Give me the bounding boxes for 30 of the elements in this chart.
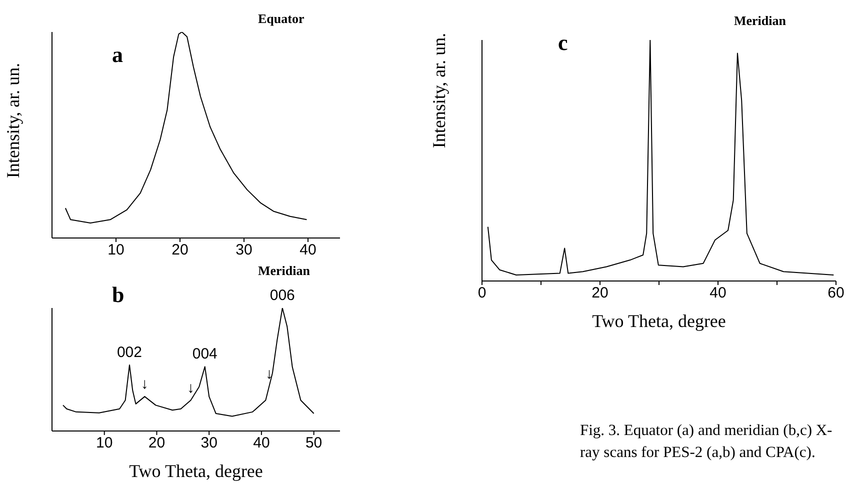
y-axis-title: Intensity, ar. un. [4, 62, 24, 178]
x-tick-label: 40 [300, 242, 316, 259]
text: b [112, 281, 124, 309]
annotation: ↓ [266, 366, 274, 383]
x-tick-label: 30 [200, 434, 218, 452]
annotation: 006 [270, 287, 295, 304]
caption: Fig. 3. Equator (a) and meridian (b,c) X-ray scans for PES-2 (a,b) and CPA(c). [580, 421, 834, 463]
x-tick-label: 30 [236, 242, 252, 259]
annotation: c [558, 29, 568, 57]
x-tick-label: 10 [108, 242, 124, 259]
x-axis-title: Two Theta, degree [592, 311, 726, 331]
x-tick-label: 20 [592, 284, 608, 302]
annotation: ↓ [187, 379, 195, 396]
x-tick-label: 20 [172, 242, 188, 259]
x-tick-label: 40 [253, 434, 270, 452]
text: Meridian [734, 12, 786, 30]
x-tick-label: 10 [96, 434, 113, 452]
annotation: 004 [192, 346, 218, 363]
text: Equator [258, 10, 304, 28]
x-tick-label: 60 [828, 284, 844, 302]
x-tick-label: 20 [148, 434, 166, 452]
text: Meridian [258, 262, 310, 280]
x-tick-label: 0 [478, 284, 486, 302]
annotation: ↓ [140, 376, 148, 393]
x-axis-title: Two Theta, degree [129, 461, 263, 481]
annotation: a [112, 41, 123, 69]
x-tick-label: 40 [710, 284, 726, 302]
x-tick-label: 50 [305, 434, 322, 452]
annotation: 002 [116, 344, 142, 361]
y-axis-title: Intensity, ar. un. [430, 32, 450, 148]
